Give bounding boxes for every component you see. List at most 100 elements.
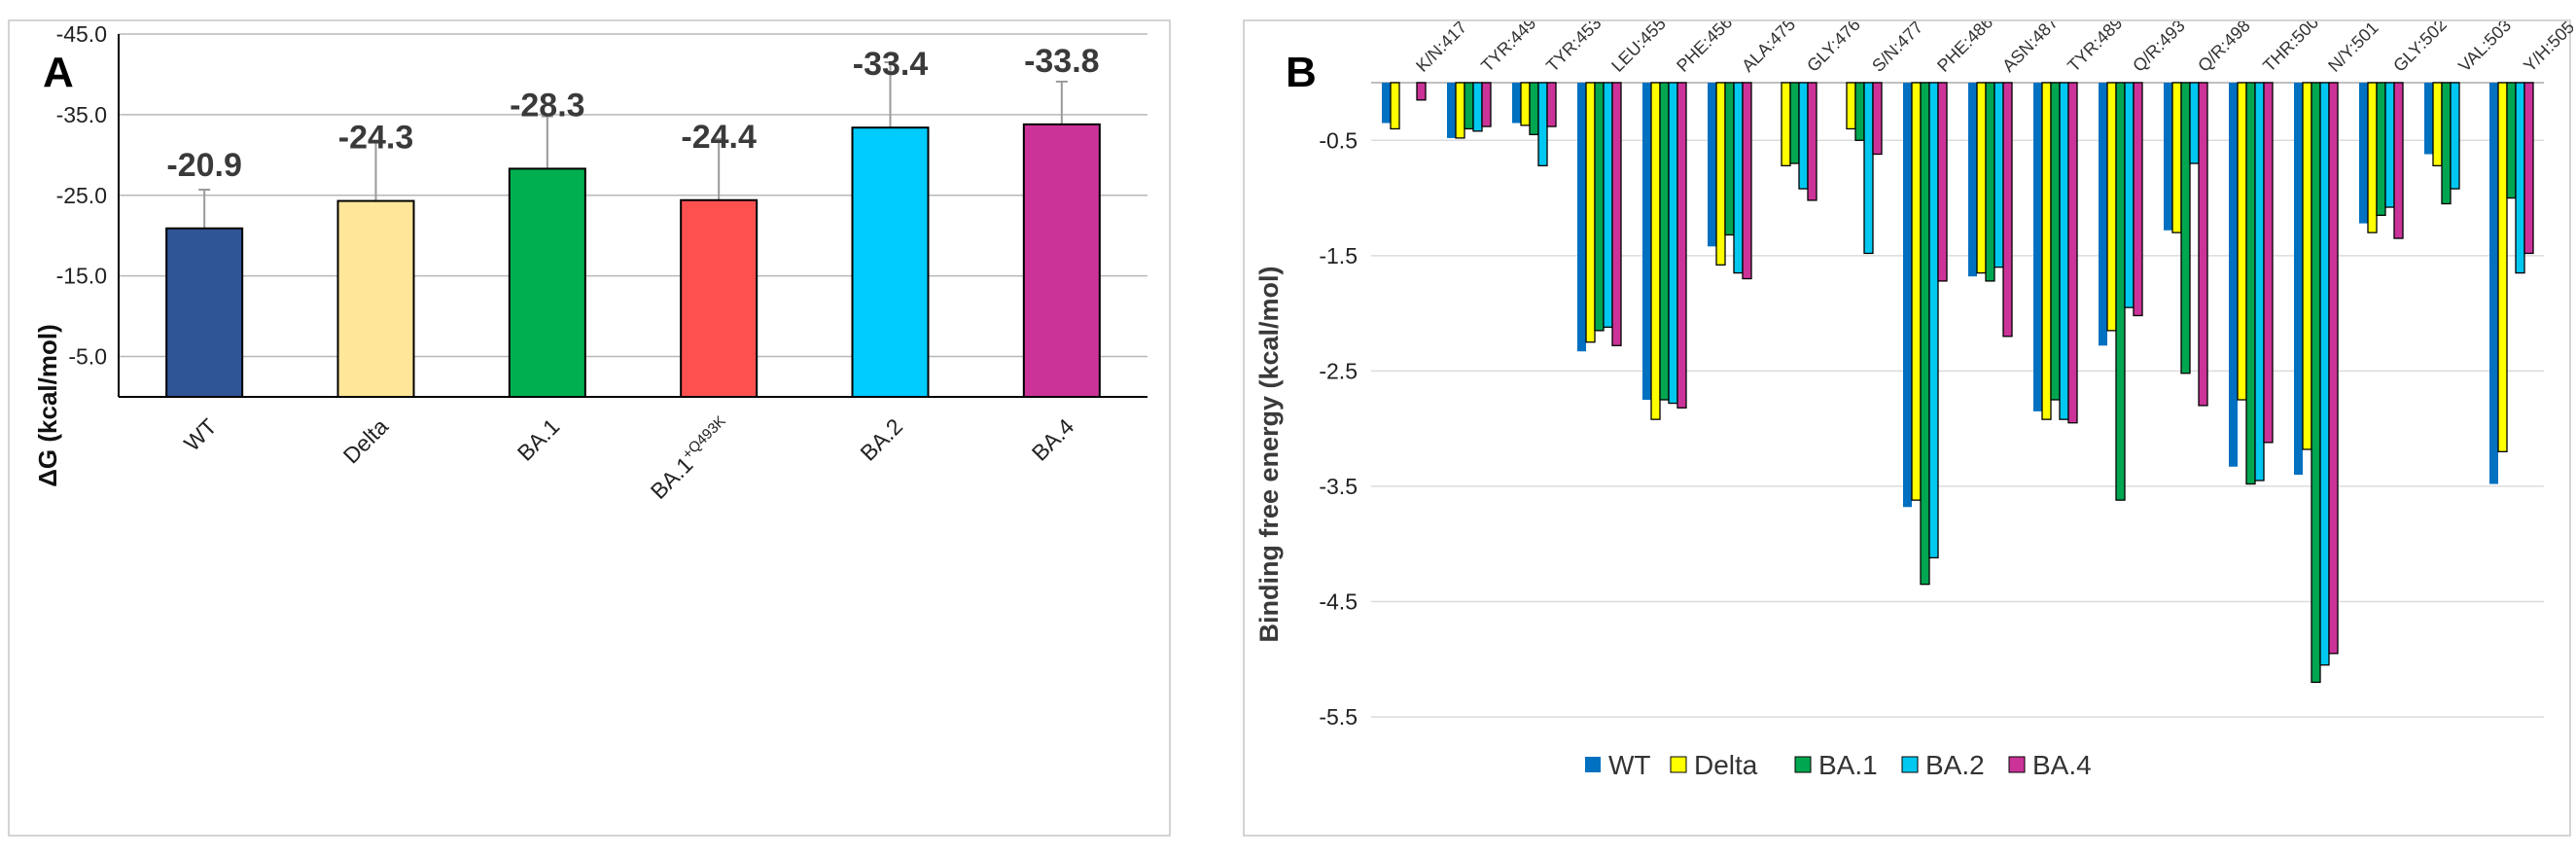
bar [2394, 83, 2403, 238]
legend-label: WT [1608, 750, 1651, 780]
bar [1847, 83, 1855, 128]
legend-swatch [1902, 757, 1918, 772]
bar [1642, 83, 1651, 400]
x-tick-label: Delta [338, 413, 393, 468]
bar [853, 127, 929, 397]
legend-swatch [1585, 757, 1601, 772]
panel-a: A ΔG (kcal/mol) -5.0 -15.0 -25.0 -35.0 -45.0… [8, 19, 1171, 837]
legend-label: BA.2 [1925, 750, 1985, 780]
bar [2311, 83, 2320, 682]
x-tick-label-main: Delta [338, 413, 393, 468]
bar [1391, 83, 1399, 128]
bar [1986, 83, 1994, 281]
residue-label: TYR:449 [1477, 21, 1539, 76]
residue-label: VAL:503 [2454, 21, 2515, 76]
bar [2107, 83, 2116, 331]
y-tick-label: -4.5 [1319, 588, 1358, 614]
bar [1873, 83, 1882, 154]
bar [2042, 83, 2051, 419]
bar [1929, 83, 1938, 557]
bar [2303, 83, 2311, 449]
bar [1382, 83, 1391, 123]
bar [1677, 83, 1686, 408]
x-tick-label: BA.1 [512, 413, 565, 466]
bar [1808, 83, 1817, 200]
y-axis-label-a: ΔG (kcal/mol) [33, 324, 62, 487]
panel-letter-b: B [1286, 49, 1317, 96]
y-tick-label: -25.0 [56, 183, 107, 208]
bar [2190, 83, 2199, 163]
x-tick-label-superscript: +Q493K [679, 412, 728, 462]
bar [1734, 83, 1743, 273]
bar [1994, 83, 2003, 268]
residue-label: GLY:476 [1803, 21, 1864, 76]
bar [2003, 83, 2012, 337]
bar [1782, 83, 1790, 165]
residue-label: THR:500 [2259, 21, 2322, 76]
residue-label: ALA:475 [1738, 21, 1799, 76]
y-tick-label: -2.5 [1319, 358, 1358, 383]
bar [1577, 83, 1586, 351]
bar [2433, 83, 2442, 165]
bar [1447, 83, 1456, 138]
bar [2507, 83, 2516, 198]
bar [1586, 83, 1595, 342]
bar [2116, 83, 2125, 500]
bar [1743, 83, 1751, 279]
residue-label: TYR:489 [2064, 21, 2126, 76]
bar [1464, 83, 1473, 128]
bar [2172, 83, 2181, 232]
x-tick-label: BA.4 [1027, 413, 1079, 466]
data-label: -28.3 [510, 87, 585, 124]
bar [2264, 83, 2273, 443]
legend-label: Delta [1694, 750, 1758, 780]
data-label: -24.4 [681, 119, 757, 156]
bar [1417, 83, 1426, 100]
panel-letter-a: A [43, 49, 74, 96]
x-tick-label: BA.2 [855, 413, 907, 466]
bar [2320, 83, 2329, 665]
bar [1456, 83, 1464, 138]
y-tick-label: -5.5 [1319, 704, 1358, 730]
x-tick-label-main: BA.1 [512, 413, 565, 466]
residue-label: S/N:477 [1868, 21, 1926, 76]
x-tick-label: WT [179, 413, 222, 456]
bar [1612, 83, 1621, 345]
bar [1921, 83, 1929, 585]
y-axis-label-b: Binding free energy (kcal/mol) [1254, 266, 1284, 642]
residue-label: PHE:486 [1933, 21, 1996, 76]
bar [2238, 83, 2246, 400]
bar [1604, 83, 1612, 327]
bar [2181, 83, 2190, 374]
legend-label: BA.1 [1818, 750, 1878, 780]
bar [1651, 83, 1660, 419]
x-tick-label-main: WT [179, 413, 222, 456]
bar [2451, 83, 2459, 189]
y-tick-label: -0.5 [1319, 127, 1358, 153]
bar [166, 229, 242, 397]
bar [1912, 83, 1921, 500]
bar [2199, 83, 2207, 406]
legend-label: BA.4 [2032, 750, 2092, 780]
bar [681, 200, 757, 397]
data-label: -24.3 [338, 120, 414, 157]
y-tick-label: -1.5 [1319, 243, 1358, 268]
bar [1660, 83, 1669, 400]
bar [1669, 83, 1677, 404]
bar [338, 201, 414, 397]
bar [1725, 83, 1734, 234]
bar [1790, 83, 1799, 163]
bar [1864, 83, 1873, 253]
bar [2099, 83, 2107, 345]
data-label: -33.8 [1024, 43, 1100, 80]
bar [2134, 83, 2142, 315]
residue-label: Q/R:493 [2129, 21, 2189, 76]
residue-label: K/N:417 [1412, 21, 1470, 76]
residue-label: Y/H:505 [2520, 21, 2573, 76]
bar [1024, 125, 1100, 397]
bar [2051, 83, 2060, 400]
bar [1799, 83, 1808, 189]
bar [1595, 83, 1604, 331]
bar [510, 168, 585, 397]
bar [2442, 83, 2451, 203]
